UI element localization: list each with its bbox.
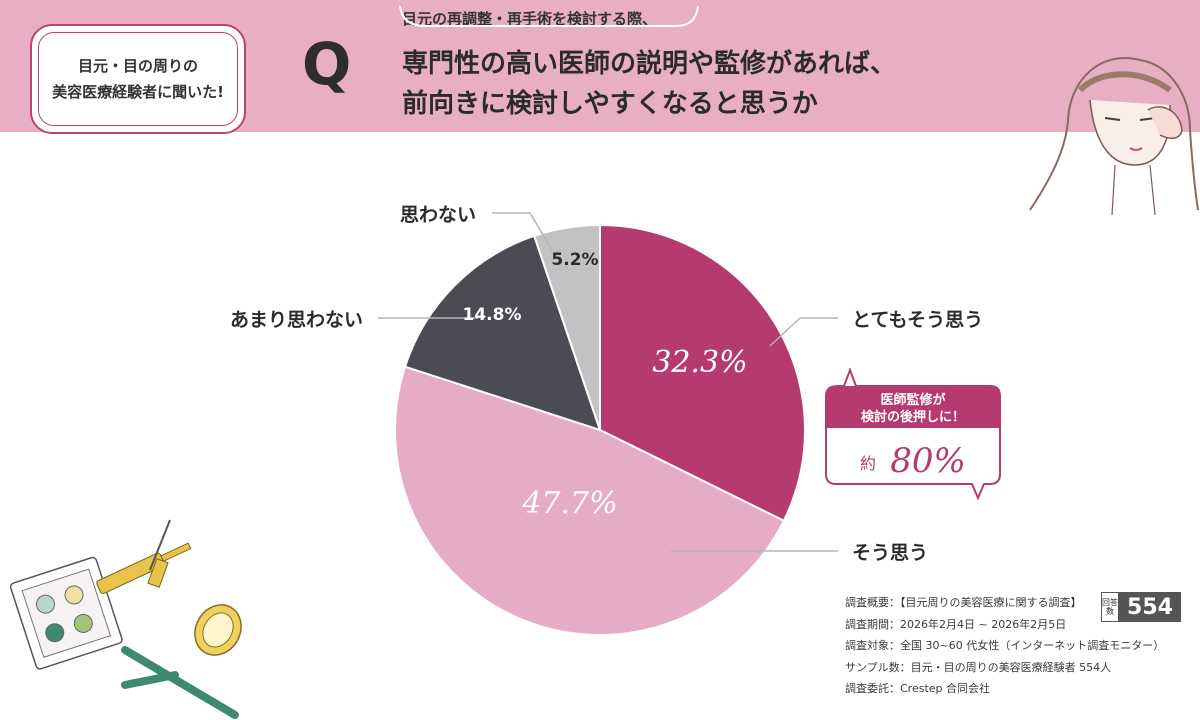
survey-period: 調査期間：2026年2月4日 ~ 2026年2月5日 [845,617,1067,631]
survey-badge: 目元・目の周りの 美容医療経験者に聞いた! [30,24,246,134]
survey-details: 調査概要：【目元周りの美容医療に関する調査】 調査期間：2026年2月4日 ~ … [845,592,1164,700]
category-label-strongly-agree: とてもそう思う [852,309,983,331]
survey-sample: サンプル数：目元・目の周りの美容医療経験者 554人 [845,660,1112,674]
percent-label-disagree: 5.2% [551,250,598,270]
percent-label-somewhat-disagree: 14.8% [463,305,522,325]
category-label-agree: そう思う [852,542,928,564]
pie-slice-strongly-agree [599,223,806,523]
pie-slice-disagree [532,223,601,431]
survey-badge-inner: 目元・目の周りの 美容医療経験者に聞いた! [38,32,238,126]
question-line-1: 専門性の高い医師の説明や監修があれば、 [402,49,897,79]
response-count: 554 [1119,592,1181,622]
badge-line-2: 美容医療経験者に聞いた! [52,83,224,101]
makeup-illustration [9,519,242,719]
woman-illustration [1029,57,1199,216]
badge-line-1: 目元・目の周りの [77,57,198,75]
category-label-somewhat-disagree: あまり思わない [230,309,363,331]
callout-value: 80% [890,441,966,481]
subtitle-arc [399,5,699,27]
survey-client: 調査委託：Crestep 合同会社 [845,682,991,695]
leader-line-strongly-agree [769,317,838,347]
callout-line-1: 医師監修が [880,392,945,408]
survey-target: 調査対象：全国 30~60 代女性（インターネット調査モニター） [845,639,1165,652]
percent-label-strongly-agree: 32.3% [652,345,747,380]
percent-label-agree: 47.7% [521,486,617,521]
callout-prefix: 約 [860,454,876,473]
survey-overview: 調査概要：【目元周りの美容医療に関する調査】 [845,596,1082,609]
leader-line-disagree [492,212,553,251]
question-subtitle: 目元の再調整・再手術を検討する際、 [402,10,658,28]
response-count-box: 回答数 554 [1101,592,1181,622]
callout-bubble: 医師監修が 検討の後押しに！ 約 80% [825,368,1001,500]
question-letter: Q [302,30,352,98]
response-count-label: 回答数 [1101,592,1119,622]
category-label-disagree: 思わない [400,204,476,226]
pie-slice-somewhat-disagree [403,234,602,432]
pie-slice-agree [394,365,786,636]
question-title: 専門性の高い医師の説明や監修があれば、 前向きに検討しやすくなると思うか [402,44,896,124]
callout-line-2: 検討の後押しに！ [861,409,965,425]
question-line-2: 前向きに検討しやすくなると思うか [402,89,818,119]
